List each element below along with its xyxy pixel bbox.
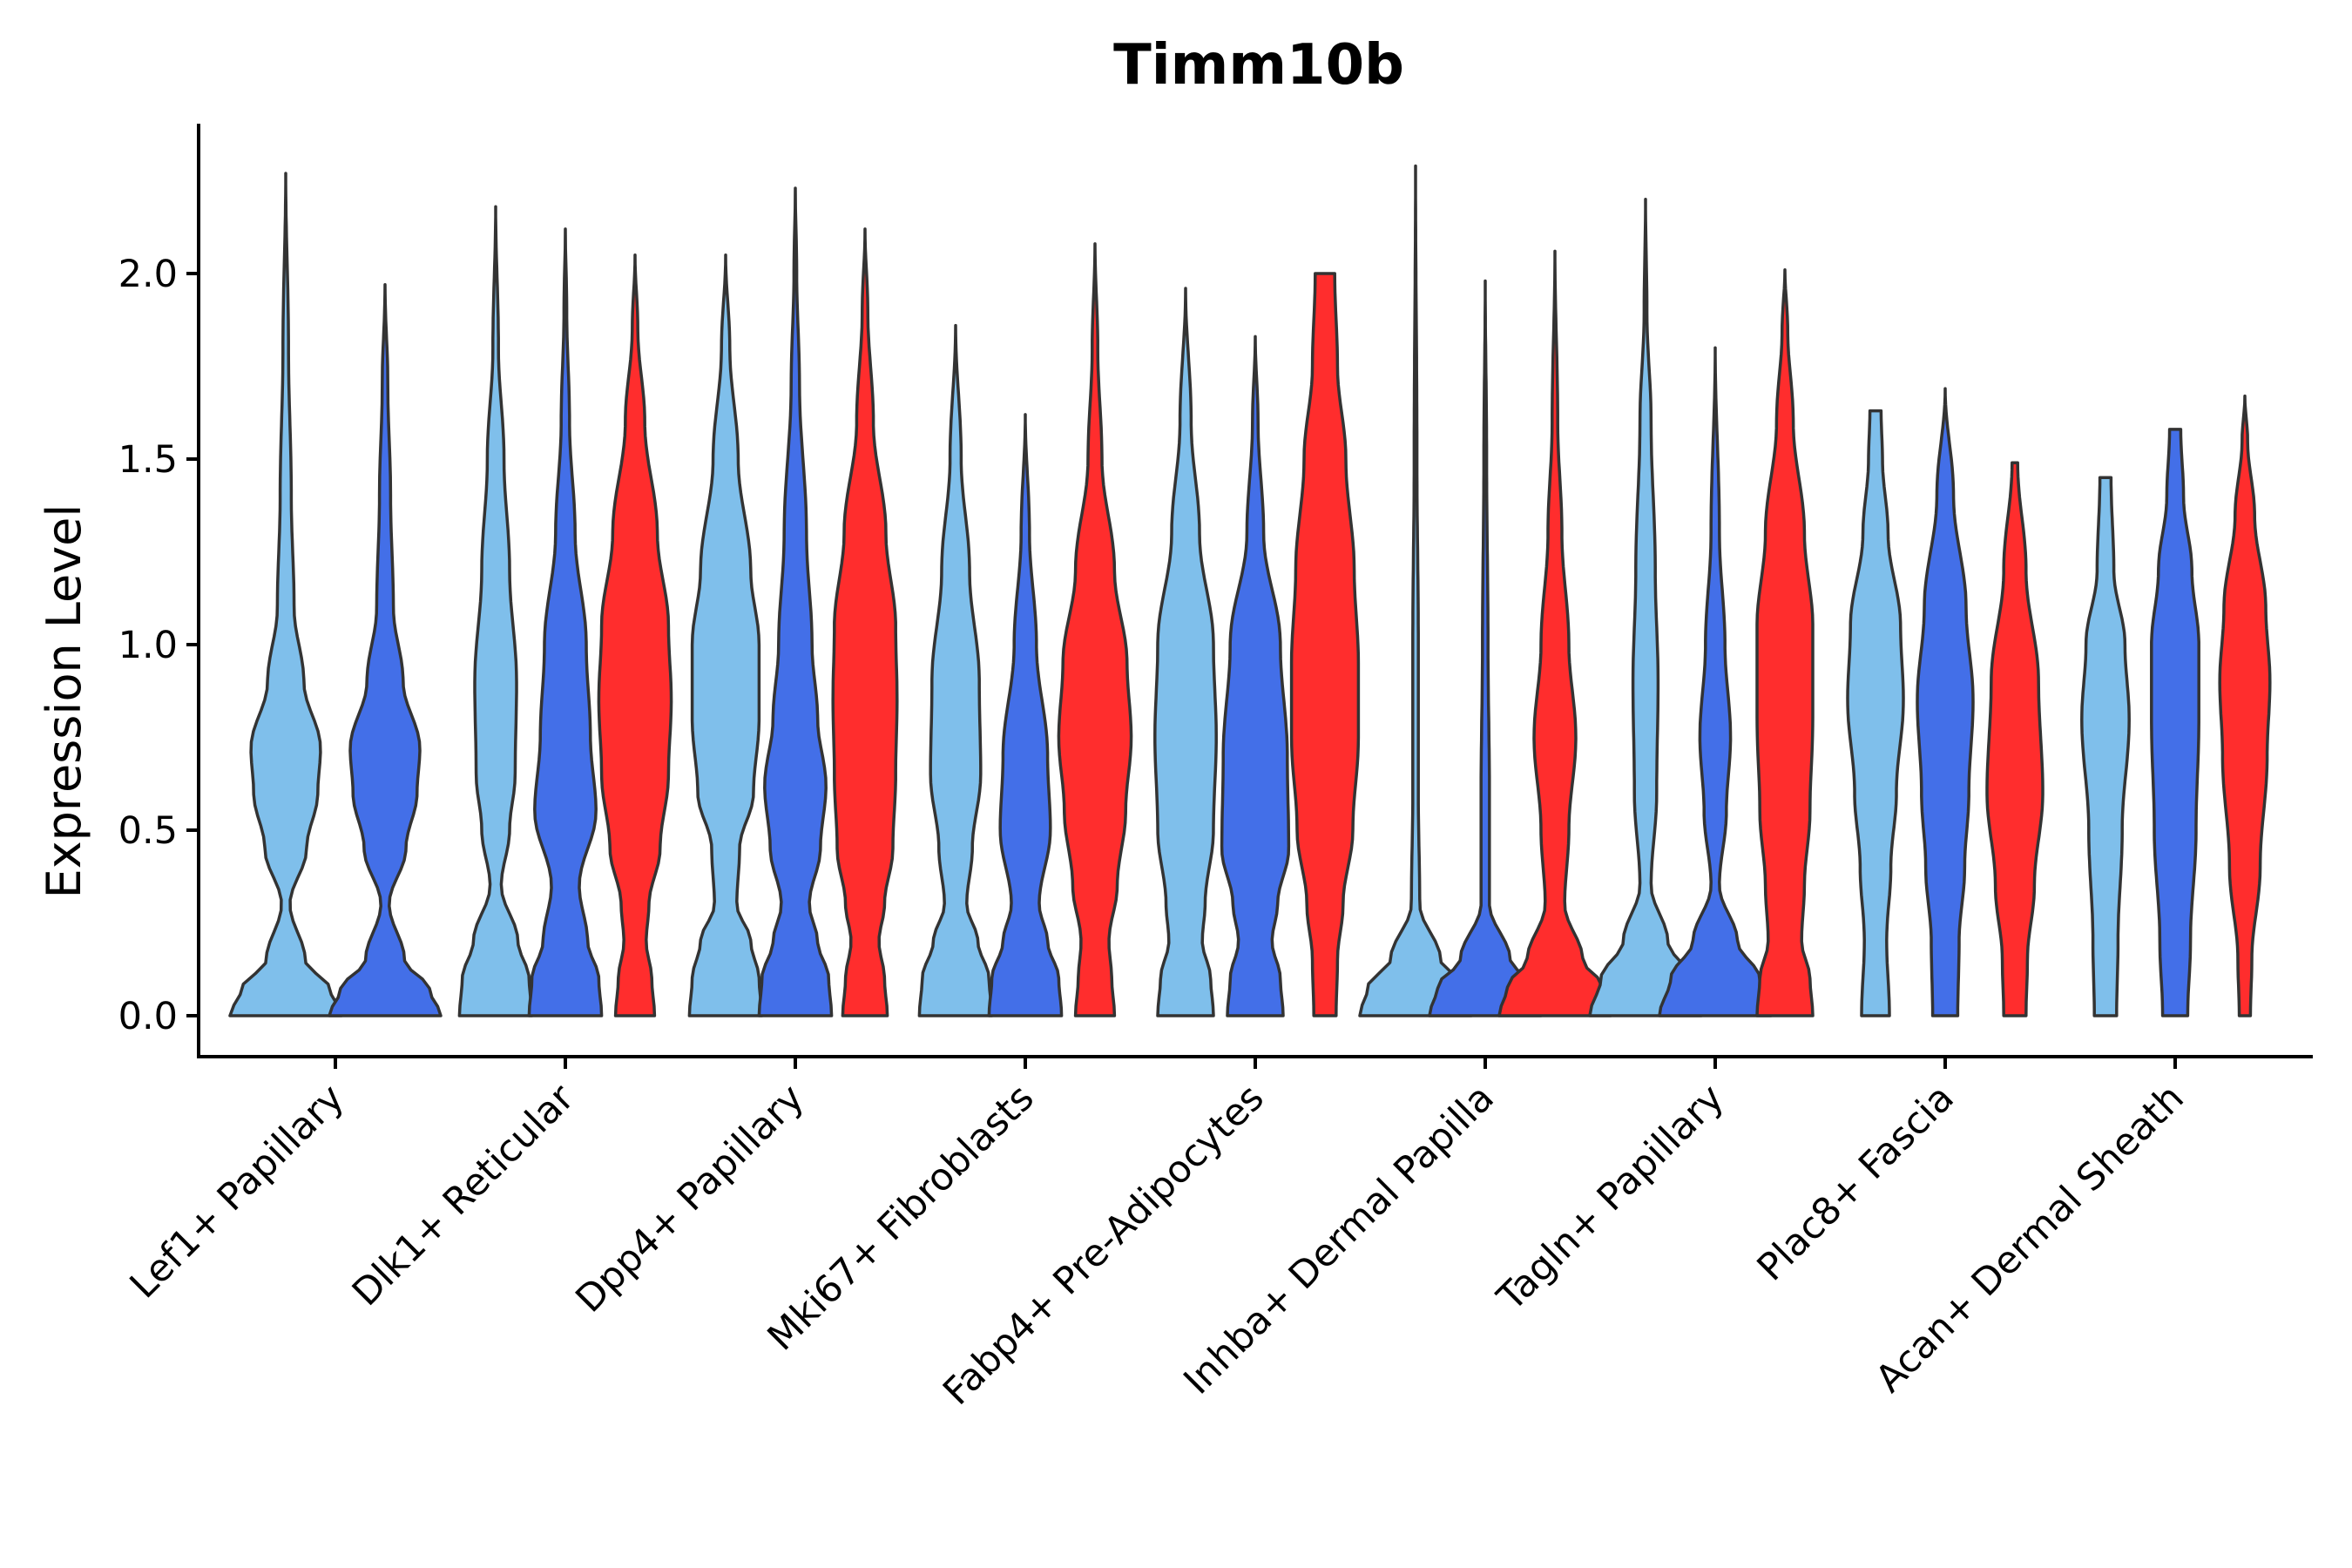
violin-2-1 — [457, 205, 534, 1017]
violin-1-2 — [328, 283, 443, 1017]
x-tick-label: Dpp4+ Papillary — [568, 1076, 813, 1321]
violin-7-3 — [1755, 267, 1815, 1017]
violin-3-2 — [757, 186, 834, 1017]
violin-7-2 — [1658, 346, 1773, 1017]
violin-9-2 — [2150, 428, 2200, 1017]
y-axis-title: Expression Level — [37, 504, 91, 899]
violin-6-1 — [1358, 164, 1473, 1017]
y-tick-label: 2.0 — [118, 253, 178, 296]
y-tick-label: 0.0 — [118, 995, 178, 1038]
violin-5-1 — [1153, 287, 1218, 1017]
y-tick-label: 0.5 — [118, 809, 178, 853]
violin-8-1 — [1846, 409, 1905, 1017]
violin-1-1 — [228, 172, 343, 1017]
x-tick-label: Plac8+ Fascia — [1749, 1076, 1963, 1289]
violin-5-2 — [1220, 335, 1291, 1017]
violin-4-3 — [1057, 242, 1133, 1017]
violin-4-2 — [987, 413, 1064, 1017]
violin-layer — [228, 164, 2272, 1017]
violin-6-2 — [1428, 279, 1543, 1017]
x-tick-label: Lef1+ Papillary — [122, 1076, 353, 1307]
violin-2-2 — [527, 227, 604, 1017]
violin-9-3 — [2218, 394, 2272, 1017]
chart-title: Timm10b — [1113, 33, 1404, 98]
violin-6-3 — [1497, 249, 1612, 1017]
x-tick-label: Dlk1+ Reticular — [344, 1076, 583, 1315]
violin-4-1 — [917, 323, 994, 1017]
y-axis-ticks: 0.0 0.5 1.0 1.5 2.0 — [118, 253, 199, 1038]
violin-3-1 — [687, 253, 764, 1017]
violin-7-1 — [1588, 198, 1703, 1017]
violin-9-1 — [2080, 476, 2131, 1017]
violin-2-3 — [597, 253, 673, 1017]
violin-8-3 — [1985, 461, 2044, 1017]
violin-5-3 — [1289, 272, 1361, 1017]
y-tick-label: 1.5 — [118, 438, 178, 482]
violin-3-3 — [831, 227, 899, 1017]
violin-8-2 — [1916, 387, 1975, 1017]
x-tick-label: Tagln+ Papillary — [1489, 1076, 1733, 1320]
y-tick-label: 1.0 — [118, 624, 178, 667]
